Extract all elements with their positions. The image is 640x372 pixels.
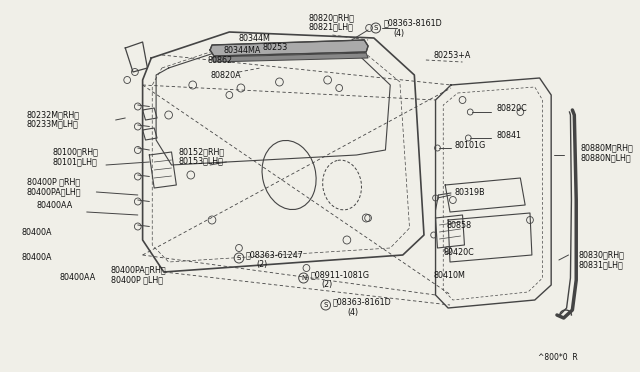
Text: (4): (4)	[393, 29, 404, 38]
Text: S: S	[374, 25, 378, 31]
Text: 80100〈RH〉: 80100〈RH〉	[53, 148, 99, 157]
Text: 80400A: 80400A	[21, 228, 52, 237]
Text: S: S	[237, 255, 241, 261]
Text: 80880N〈LH〉: 80880N〈LH〉	[580, 154, 630, 163]
Text: (2): (2)	[256, 260, 268, 269]
Text: 80400PA〈LH〉: 80400PA〈LH〉	[27, 187, 81, 196]
Text: 80319B: 80319B	[455, 187, 486, 196]
Text: Ⓞ08911-1081G: Ⓞ08911-1081G	[310, 270, 369, 279]
Text: 80820〈RH〉: 80820〈RH〉	[308, 13, 355, 22]
Text: 80400PA〈RH〉: 80400PA〈RH〉	[111, 266, 166, 275]
Text: 80420C: 80420C	[444, 247, 474, 257]
Polygon shape	[212, 53, 368, 62]
Text: 80830〈RH〉: 80830〈RH〉	[578, 250, 624, 260]
Text: 80232M〈RH〉: 80232M〈RH〉	[27, 110, 80, 119]
Text: 80344M: 80344M	[239, 33, 271, 42]
Text: Ⓝ08363-61247: Ⓝ08363-61247	[246, 250, 303, 260]
Text: 80400P 〈LH〉: 80400P 〈LH〉	[111, 276, 163, 285]
Text: 80101G: 80101G	[455, 141, 486, 150]
Text: 80821〈LH〉: 80821〈LH〉	[308, 22, 353, 32]
Text: N: N	[301, 275, 306, 281]
Text: 80841: 80841	[496, 131, 521, 140]
Text: 80101〈LH〉: 80101〈LH〉	[53, 157, 98, 167]
Text: 80820C: 80820C	[496, 103, 527, 112]
Text: (4): (4)	[347, 308, 358, 317]
Text: ^800*0  R: ^800*0 R	[538, 353, 578, 362]
Text: 80233M〈LH〉: 80233M〈LH〉	[27, 119, 79, 128]
Text: 80880M〈RH〉: 80880M〈RH〉	[580, 144, 633, 153]
Text: 80400A: 80400A	[21, 253, 52, 263]
Text: 80153〈LH〉: 80153〈LH〉	[179, 157, 223, 166]
Text: (2): (2)	[321, 280, 332, 289]
Text: 80410M: 80410M	[434, 270, 465, 279]
Text: 80858: 80858	[446, 221, 471, 230]
Text: S: S	[323, 302, 328, 308]
Text: 80820A: 80820A	[210, 71, 241, 80]
Text: 80152〈RH〉: 80152〈RH〉	[179, 148, 225, 157]
Text: 80400P 〈RH〉: 80400P 〈RH〉	[27, 177, 80, 186]
Text: Ⓝ08363-8161D: Ⓝ08363-8161D	[332, 298, 391, 307]
Text: 80253+A: 80253+A	[434, 51, 471, 60]
Text: 80831〈LH〉: 80831〈LH〉	[578, 260, 623, 269]
Text: 80400AA: 80400AA	[36, 201, 73, 209]
Text: 80344MA: 80344MA	[223, 45, 261, 55]
Text: 80253: 80253	[262, 42, 287, 51]
Polygon shape	[210, 40, 368, 56]
Text: 80862: 80862	[207, 55, 232, 64]
Text: Ⓝ08363-8161D: Ⓝ08363-8161D	[383, 19, 442, 28]
Text: 80400AA: 80400AA	[60, 273, 96, 282]
